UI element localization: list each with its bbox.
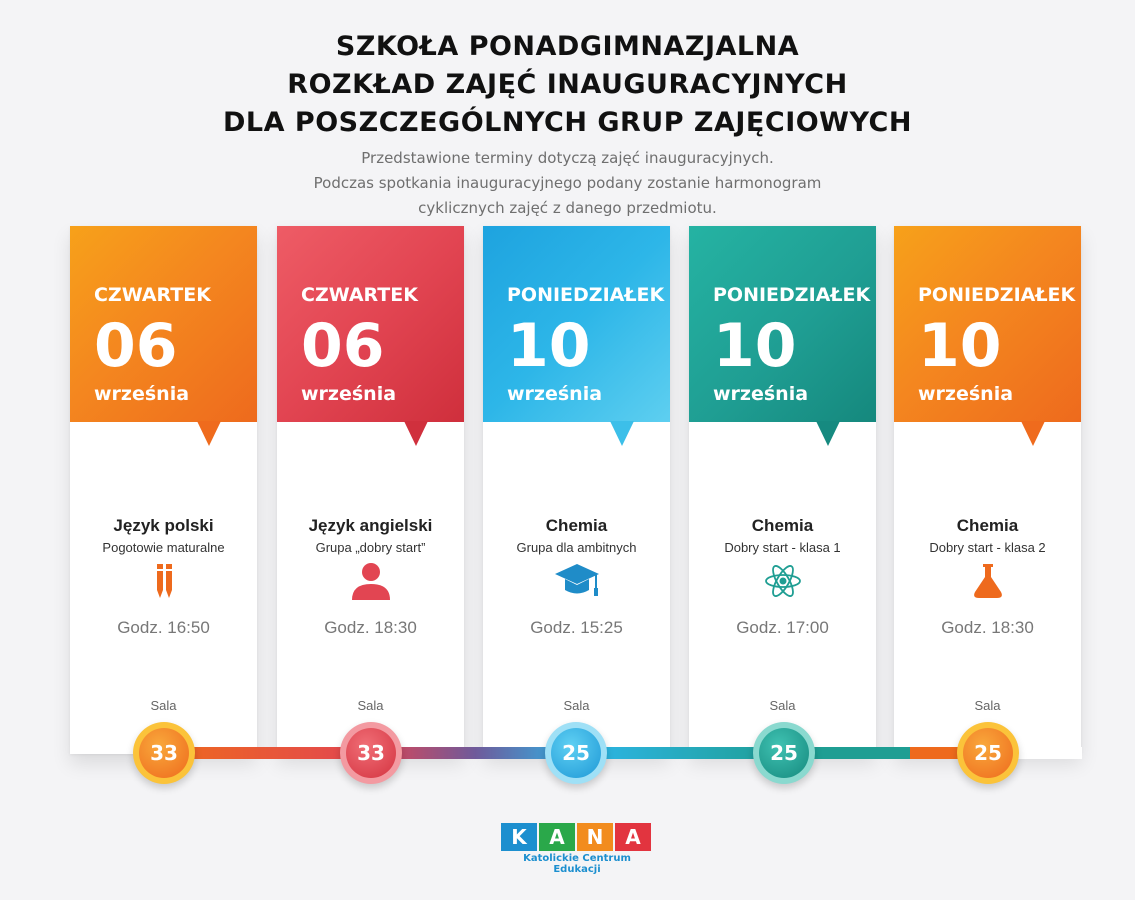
card-month: września — [507, 383, 603, 405]
page-title: SZKOŁA PONADGIMNAZJALNA ROZKŁAD ZAJĘĆ IN… — [0, 28, 1135, 142]
title-line-1: SZKOŁA PONADGIMNAZJALNA — [335, 31, 800, 62]
card-group: Pogotowie maturalne — [102, 540, 225, 555]
room-number: 25 — [551, 728, 601, 778]
card-room-label: Sala — [563, 698, 590, 713]
logo-letter-a2: A — [615, 823, 651, 851]
room-number: 33 — [139, 728, 189, 778]
card-subject: Chemia — [545, 516, 608, 535]
subtitle-line-3: cyklicznych zajęć z danego przedmiotu. — [418, 199, 717, 217]
room-badge: 25 — [753, 722, 815, 784]
card-group: Grupa dla ambitnych — [516, 540, 637, 555]
card-date: 10 — [507, 311, 591, 381]
schedule-card-chemistry-class1: PONIEDZIAŁEK 10 września Chemia Dobry st… — [689, 226, 876, 754]
card-room-label: Sala — [357, 698, 384, 713]
card-day: CZWARTEK — [94, 284, 211, 306]
card-room-label: Sala — [974, 698, 1001, 713]
room-number: 33 — [346, 728, 396, 778]
card-time: Godz. 18:30 — [324, 618, 417, 637]
schedule-card-polish: CZWARTEK 06 września Język polski Pogoto… — [70, 226, 257, 754]
card-day: PONIEDZIAŁEK — [918, 284, 1076, 306]
subtitle-line-1: Przedstawione terminy dotyczą zajęć inau… — [361, 149, 774, 167]
card-day: PONIEDZIAŁEK — [507, 284, 665, 306]
card-group: Grupa „dobry start” — [315, 540, 426, 555]
card-room-label: Sala — [769, 698, 796, 713]
card-date-header: PONIEDZIAŁEK 10 września — [894, 226, 1081, 446]
card-subject: Język polski — [113, 516, 214, 535]
title-line-3: DLA POSZCZEGÓLNYCH GRUP ZAJĘCIOWYCH — [223, 107, 912, 138]
card-subject: Chemia — [956, 516, 1019, 535]
card-subject: Chemia — [751, 516, 814, 535]
card-month: września — [713, 383, 809, 405]
kana-logo: K A N A Katolickie Centrum Edukacji — [501, 823, 653, 875]
card-time: Godz. 18:30 — [941, 618, 1034, 637]
card-room-label: Sala — [150, 698, 177, 713]
card-month: września — [94, 383, 190, 405]
room-badge: 33 — [340, 722, 402, 784]
logo-letter-n: N — [577, 823, 613, 851]
schedule-card-chemistry-ambitious: PONIEDZIAŁEK 10 września Chemia Grupa dl… — [483, 226, 670, 754]
card-time: Godz. 15:25 — [530, 618, 623, 637]
card-month: września — [918, 383, 1014, 405]
logo-letter-a: A — [539, 823, 575, 851]
card-date-header: CZWARTEK 06 września — [277, 226, 464, 446]
atom-icon — [764, 565, 801, 597]
room-number: 25 — [963, 728, 1013, 778]
room-badge: 25 — [957, 722, 1019, 784]
card-subject: Język angielski — [308, 516, 433, 535]
card-date: 06 — [94, 311, 178, 381]
card-date: 10 — [918, 311, 1002, 381]
logo-tagline: Katolickie Centrum Edukacji — [523, 853, 631, 875]
card-day: PONIEDZIAŁEK — [713, 284, 871, 306]
card-date: 10 — [713, 311, 797, 381]
title-line-2: ROZKŁAD ZAJĘĆ INAUGURACYJNYCH — [287, 69, 848, 100]
person-icon — [351, 563, 390, 600]
flask-icon — [973, 564, 1002, 598]
pencils-icon — [156, 564, 172, 598]
card-date: 06 — [301, 311, 385, 381]
schedule-card-english: CZWARTEK 06 września Język angielski Gru… — [277, 226, 464, 754]
card-time: Godz. 17:00 — [736, 618, 829, 637]
schedule-card-chemistry-class2: PONIEDZIAŁEK 10 września Chemia Dobry st… — [894, 226, 1081, 754]
card-date-header: CZWARTEK 06 września — [70, 226, 257, 446]
graduation-cap-icon — [554, 564, 599, 596]
subtitle: Przedstawione terminy dotyczą zajęć inau… — [0, 146, 1135, 221]
room-number: 25 — [759, 728, 809, 778]
logo-letter-k: K — [501, 823, 537, 851]
card-group: Dobry start - klasa 1 — [724, 540, 841, 555]
card-time: Godz. 16:50 — [117, 618, 210, 637]
card-month: września — [301, 383, 397, 405]
timeline-bar — [160, 747, 1082, 759]
room-badge: 25 — [545, 722, 607, 784]
subtitle-line-2: Podczas spotkania inauguracyjnego podany… — [313, 174, 822, 192]
room-badge: 33 — [133, 722, 195, 784]
card-date-header: PONIEDZIAŁEK 10 września — [689, 226, 876, 446]
card-group: Dobry start - klasa 2 — [929, 540, 1046, 555]
card-date-header: PONIEDZIAŁEK 10 września — [483, 226, 670, 446]
card-day: CZWARTEK — [301, 284, 418, 306]
